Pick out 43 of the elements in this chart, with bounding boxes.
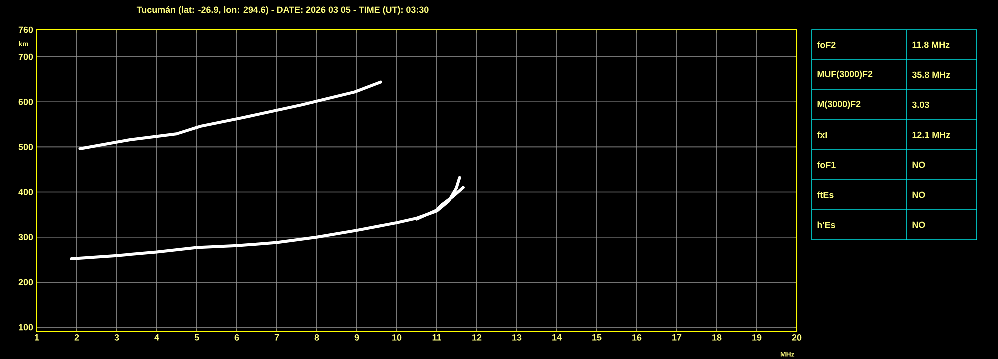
x-tick-label: 1 [35, 334, 40, 341]
y-tick-label: 200 [18, 279, 34, 286]
text: NO [912, 222, 926, 228]
text: 12.1 MHz [912, 132, 950, 138]
text: foF1 [817, 162, 836, 168]
x-tick-label: 3 [114, 334, 120, 341]
text: MUF(3000)F2 [818, 70, 873, 80]
y-tick-label: 600 [18, 98, 34, 106]
text: M(3000)F2 [818, 100, 861, 110]
text: h'Es [818, 222, 836, 228]
x-tick-label: 4 [154, 334, 160, 341]
text: NO [912, 162, 926, 168]
y-tick-label: 760 [18, 26, 34, 34]
x-tick-label: 12 [472, 334, 482, 341]
x-tick-label: 5 [194, 334, 200, 341]
text: NO [912, 192, 926, 198]
y-tick-label: 100 [19, 324, 34, 331]
x-tick-label: 20 [792, 334, 802, 341]
y-tick-label: 300 [18, 234, 34, 241]
x-tick-label: 7 [274, 334, 280, 341]
x-tick-label: 17 [672, 334, 682, 341]
y-tick-label: 500 [18, 144, 34, 150]
text: ftEs [817, 192, 834, 198]
x-tick-label: 16 [632, 334, 642, 341]
x-tick-label: 10 [392, 334, 402, 341]
x-tick-label: 18 [712, 334, 722, 341]
x-tick-label: 15 [592, 334, 602, 341]
x-tick-label: 9 [354, 334, 360, 341]
y-tick-label: 400 [18, 189, 34, 196]
text: 3.03 [912, 102, 930, 108]
text: 11.8 MHz [912, 42, 950, 48]
x-tick-label: 14 [552, 334, 562, 341]
x-tick-label: 13 [512, 334, 522, 341]
y-tick-label: 700 [18, 54, 34, 60]
x-tick-label: 19 [752, 334, 762, 341]
chart-title: Tucumán (lat: -26.9, lon: 294.6) - DATE: 2026 03 05 - TIME (UT): 03:30 [136, 6, 429, 15]
text: 35.8 MHz [912, 72, 950, 78]
x-tick-label: 2 [74, 334, 80, 341]
x-tick-label: 8 [314, 334, 320, 341]
x-tick-label: 6 [234, 334, 240, 341]
text: fxI [817, 132, 828, 138]
x-tick-label: 11 [432, 334, 442, 341]
text: foF2 [817, 42, 836, 48]
